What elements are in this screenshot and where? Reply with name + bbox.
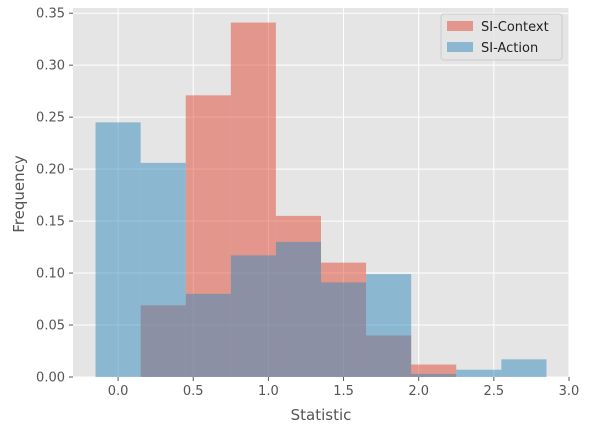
x-tick-label: 1.0	[258, 384, 279, 399]
y-tick-label: 0.05	[36, 319, 65, 334]
y-tick-label: 0.25	[36, 111, 65, 126]
bar-si-action	[456, 369, 502, 377]
bar-si-action	[140, 162, 186, 377]
bar-si-action	[95, 122, 141, 377]
y-tick-label: 0.35	[36, 7, 65, 22]
y-tick-label: 0.10	[36, 267, 65, 282]
axis-ticks: 0.0 0.5 1.0 1.5 2.0 2.5 3.0 0.00 0.05 0.10 0.15 0.2…	[36, 7, 579, 399]
x-tick-label: 2.0	[408, 384, 429, 399]
bar-si-action	[275, 241, 321, 377]
y-tick-label: 0.15	[36, 215, 65, 230]
x-tick-label: 3.0	[559, 384, 580, 399]
x-tick-label: 1.5	[333, 384, 354, 399]
y-tick-label: 0.30	[36, 59, 65, 74]
bar-si-action	[321, 282, 367, 377]
y-axis-label: Frequency	[10, 155, 28, 233]
legend-label: SI-Context	[481, 20, 549, 35]
bar-si-action	[185, 293, 231, 377]
legend-swatch	[447, 21, 473, 31]
bar-si-action	[230, 255, 276, 377]
legend-swatch	[447, 42, 473, 52]
bar-si-action	[411, 373, 457, 377]
y-tick-label: 0.20	[36, 163, 65, 178]
x-tick-label: 2.5	[484, 384, 505, 399]
bar-si-action	[366, 274, 412, 377]
histogram-bars	[95, 22, 547, 377]
bar-si-action	[501, 359, 547, 377]
legend: SI-Context SI-Action	[440, 13, 563, 61]
x-tick-label: 0.5	[183, 384, 204, 399]
x-tick-label: 0.0	[108, 384, 129, 399]
x-axis-label: Statistic	[291, 406, 352, 424]
y-tick-label: 0.00	[36, 371, 65, 386]
legend-label: SI-Action	[481, 41, 538, 56]
